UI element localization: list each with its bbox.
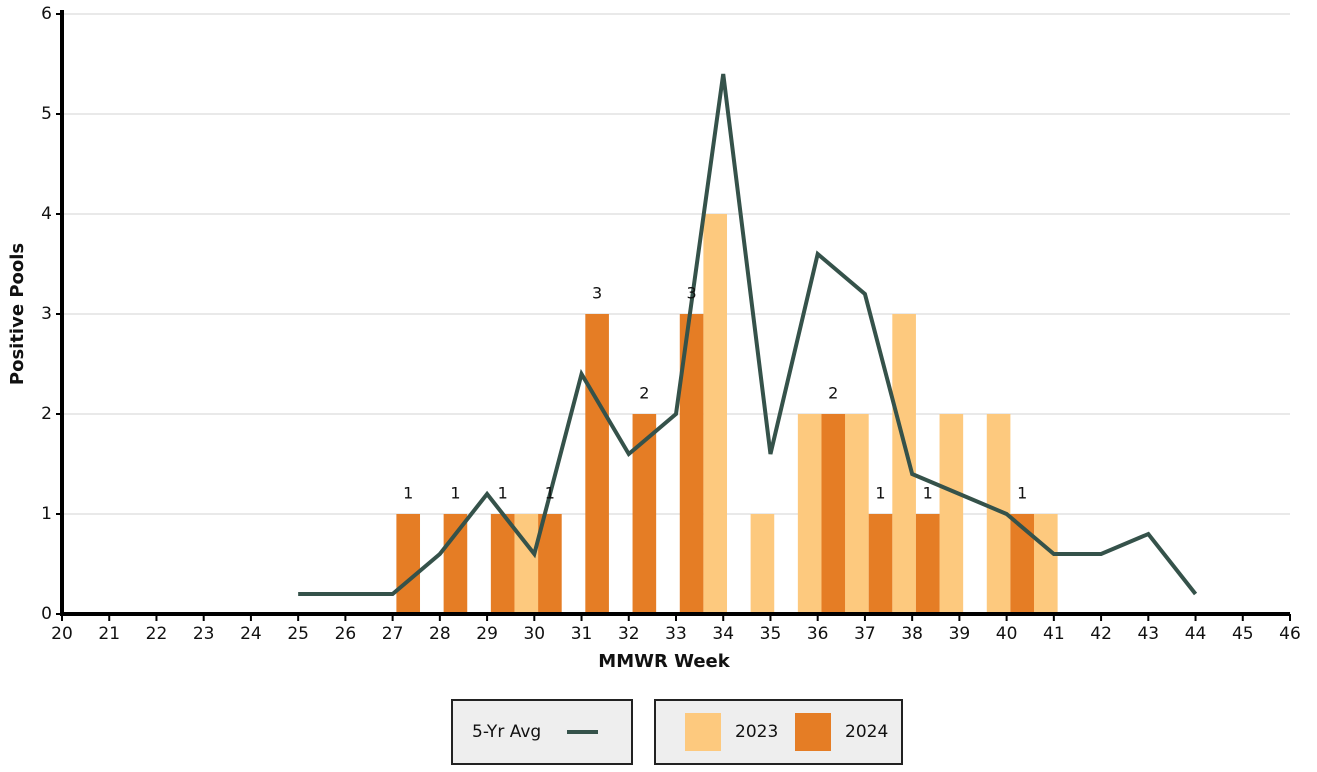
bar [797,414,822,614]
x-tick-label: 39 [949,624,971,644]
x-tick-label: 42 [1090,624,1112,644]
x-tick-label: 44 [1185,624,1207,644]
bar [892,314,916,614]
x-tick-label: 31 [571,624,593,644]
bar [443,514,468,614]
data-label: 1 [498,484,508,503]
data-label: 1 [1017,484,1027,503]
x-tick-label: 20 [51,624,73,644]
x-tick-label: 33 [665,624,687,644]
legend-swatch [685,713,721,751]
x-tick-label: 41 [1043,624,1065,644]
bar [585,314,609,614]
bar [915,514,940,614]
data-label: 1 [403,484,413,503]
bar [703,214,728,614]
data-label: 3 [592,284,602,303]
y-tick-label: 4 [41,204,52,224]
x-tick-label: 22 [146,624,168,644]
x-tick-label: 40 [996,624,1018,644]
x-tick-label: 35 [760,624,782,644]
x-tick-label: 37 [854,624,876,644]
x-tick-label: 27 [382,624,404,644]
y-tick-label: 0 [41,604,52,624]
bar [490,514,515,614]
x-tick-label: 25 [287,624,309,644]
y-tick-label: 6 [41,4,52,24]
line [298,73,1198,596]
bar [1010,514,1035,614]
bar [514,514,539,614]
data-label: 1 [875,484,885,503]
bar [845,414,869,614]
bar [868,514,893,614]
data-label: 1 [450,484,460,503]
bar [679,314,704,614]
data-label: 1 [923,484,933,503]
x-tick-label: 26 [335,624,357,644]
y-axis-label: Positive Pools [7,243,28,385]
x-tick-label: 34 [712,624,734,644]
legend-swatch [795,713,831,751]
bar [396,514,421,614]
legend-label: 5-Yr Avg [472,722,541,742]
bar [632,414,657,614]
x-tick-label: 38 [901,624,923,644]
data-label: 3 [686,284,696,303]
x-tick-label: 30 [523,624,545,644]
x-axis-label: MMWR Week [598,651,730,672]
y-tick-label: 3 [41,304,52,324]
y-tick-label: 2 [41,404,52,424]
legend-box [451,699,633,765]
data-label: 1 [545,484,555,503]
bar [750,514,775,614]
x-tick-label: 28 [429,624,451,644]
x-tick-label: 43 [1137,624,1159,644]
data-label: 2 [639,384,649,403]
bar [821,414,846,614]
legend-label: 2024 [845,722,888,742]
bar [1034,514,1058,614]
x-tick-label: 24 [240,624,262,644]
bar [538,514,562,614]
y-tick-label: 1 [41,504,52,524]
y-tick-label: 5 [41,104,52,124]
bar [986,414,1011,614]
data-label: 2 [828,384,838,403]
x-tick-label: 36 [807,624,829,644]
bar [939,414,964,614]
x-tick-label: 45 [1232,624,1254,644]
legend-label: 2023 [735,722,778,742]
x-tick-label: 29 [476,624,498,644]
x-tick-label: 32 [618,624,640,644]
x-tick-label: 21 [98,624,120,644]
x-tick-label: 46 [1279,624,1301,644]
x-tick-label: 23 [193,624,215,644]
